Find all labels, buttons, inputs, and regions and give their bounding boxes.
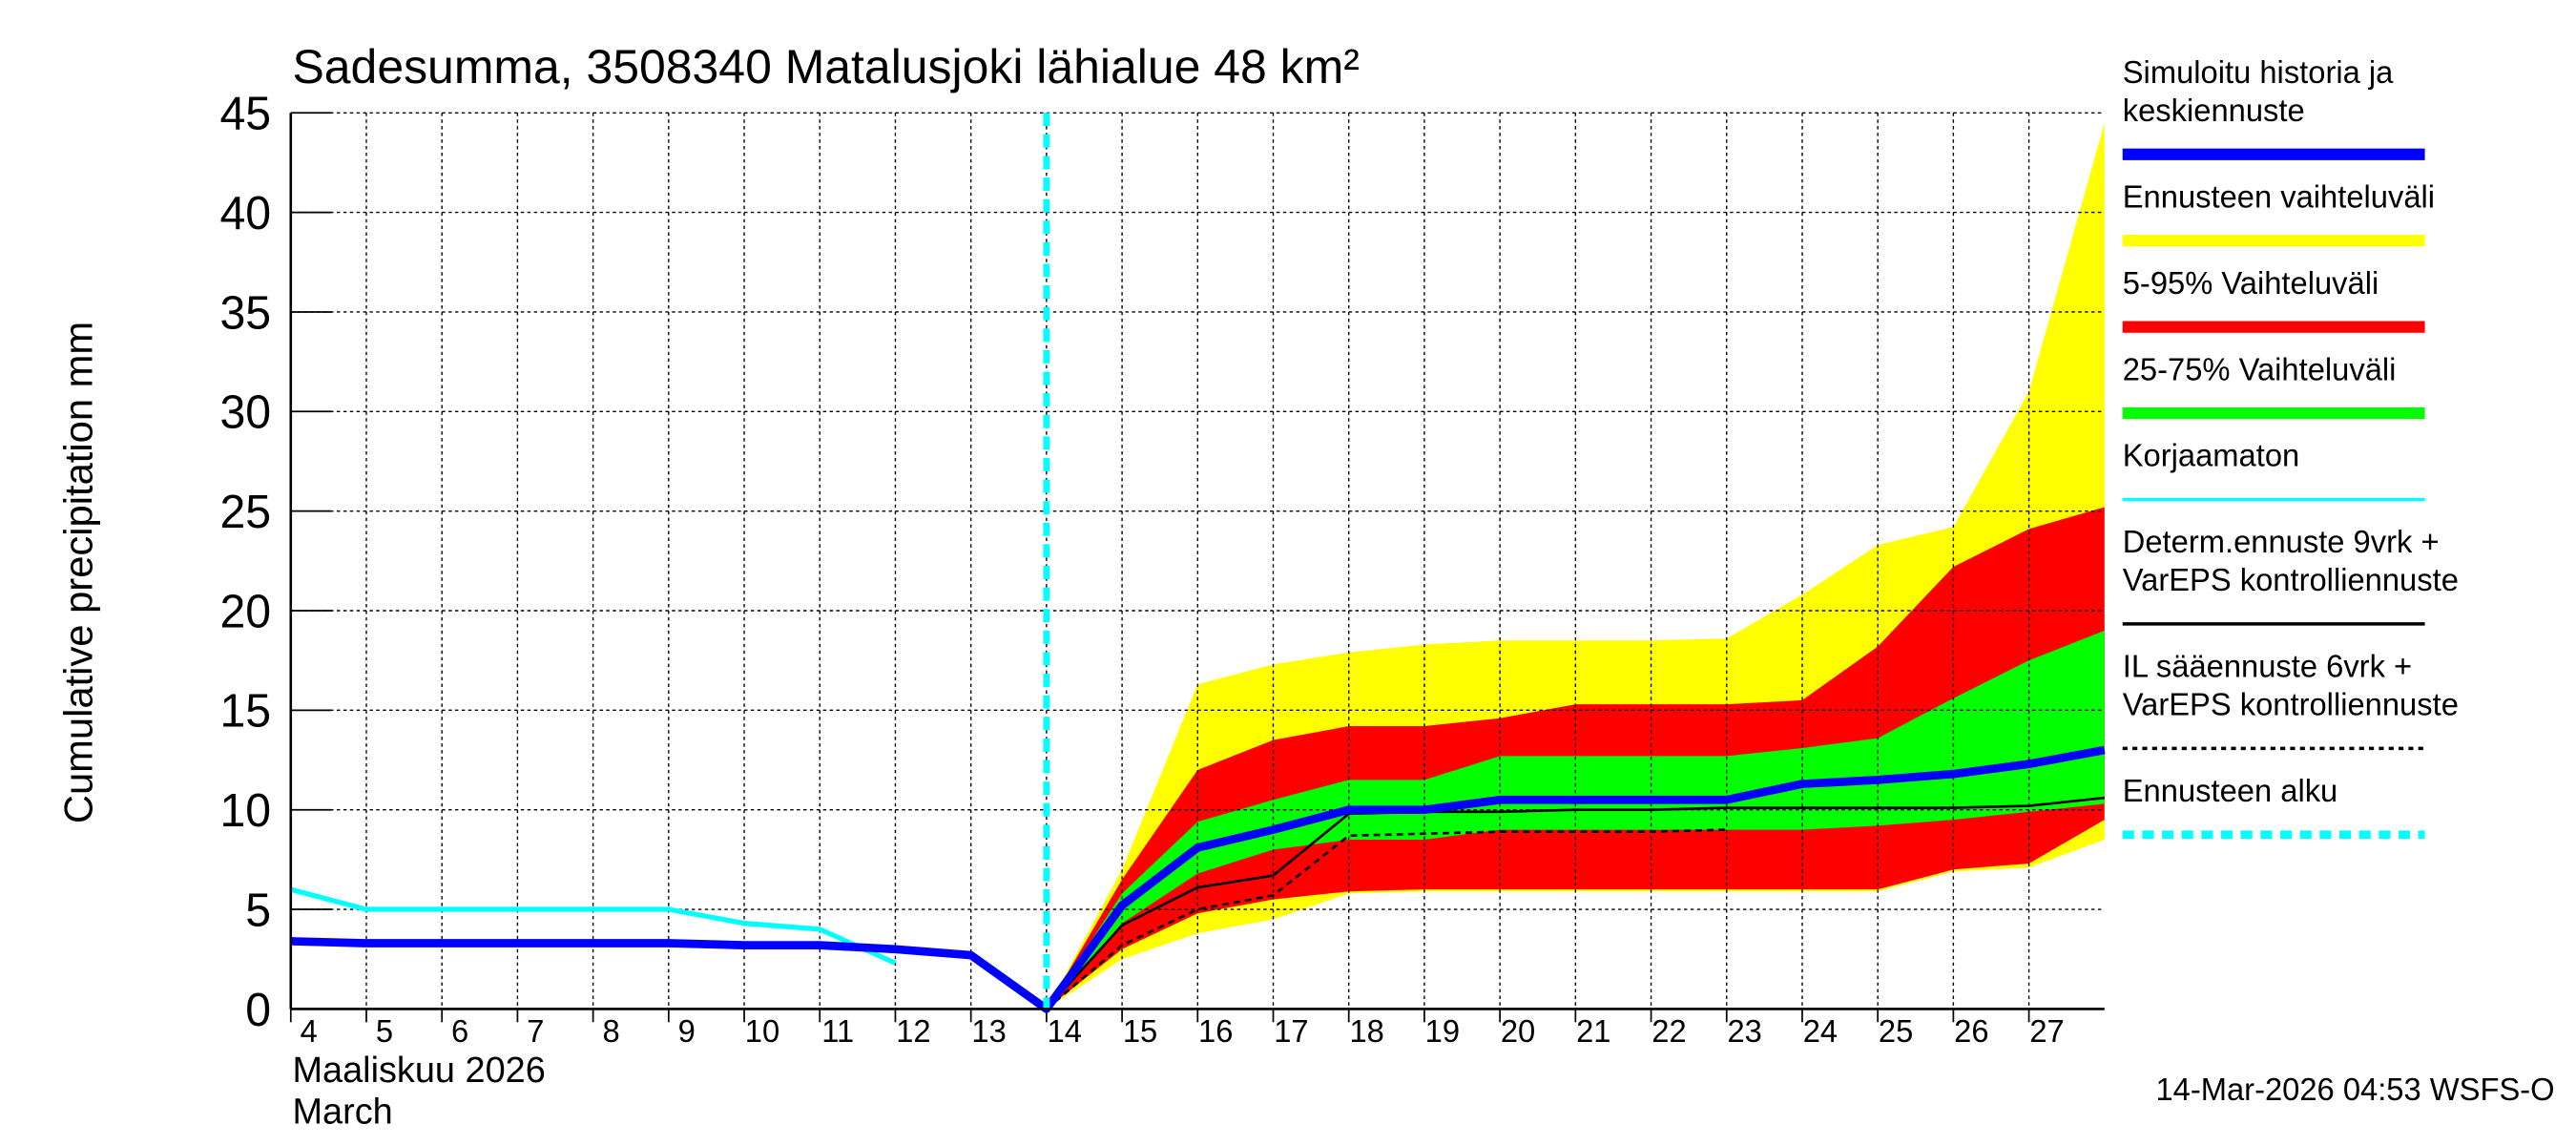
legend-label: VarEPS kontrolliennuste bbox=[2123, 686, 2459, 721]
x-tick-label: 20 bbox=[1501, 1013, 1535, 1049]
x-tick-label: 21 bbox=[1576, 1013, 1610, 1049]
legend-label: Ennusteen alku bbox=[2123, 773, 2338, 808]
series-line-0 bbox=[290, 745, 2106, 1013]
y-tick-label: 15 bbox=[219, 686, 271, 738]
x-tick-label: 9 bbox=[678, 1013, 696, 1049]
legend-item: Ennusteen vaihteluväli bbox=[2123, 178, 2435, 247]
y-tick-label: 25 bbox=[219, 487, 271, 538]
y-tick-label: 35 bbox=[219, 287, 271, 339]
legend-item: Ennusteen alku bbox=[2123, 773, 2425, 840]
legend-label: Ennusteen vaihteluväli bbox=[2123, 178, 2435, 214]
legend-label: 5-95% Vaihteluväli bbox=[2123, 265, 2379, 301]
legend-label: keskiennuste bbox=[2123, 93, 2305, 128]
x-tick-label: 4 bbox=[301, 1013, 318, 1049]
x-tick-label: 10 bbox=[745, 1013, 779, 1049]
x-tick-label: 24 bbox=[1803, 1013, 1838, 1049]
footer-timestamp: 14-Mar-2026 04:53 WSFS-O bbox=[2155, 1072, 2554, 1107]
legend-label: 25-75% Vaihteluväli bbox=[2123, 351, 2397, 386]
legend-item: IL sääennuste 6vrk +VarEPS kontrolliennu… bbox=[2123, 648, 2459, 751]
x-tick-label: 15 bbox=[1123, 1013, 1157, 1049]
series-line-2 bbox=[1045, 796, 2105, 1010]
x-tick-label: 27 bbox=[2029, 1013, 2064, 1049]
x-tick-label: 14 bbox=[1048, 1013, 1082, 1049]
series-line-3 bbox=[1046, 828, 1727, 1010]
legend-item: Korjaamaton bbox=[2123, 438, 2425, 502]
x-tick-label: 6 bbox=[451, 1013, 468, 1049]
x-tick-label: 19 bbox=[1425, 1013, 1460, 1049]
x-axis-month-fi: Maaliskuu 2026 bbox=[293, 1051, 546, 1091]
legend-item: 5-95% Vaihteluväli bbox=[2123, 265, 2425, 333]
legend-label: IL sääennuste 6vrk + bbox=[2123, 648, 2412, 683]
x-axis-month-en: March bbox=[293, 1092, 393, 1132]
legend-item: 25-75% Vaihteluväli bbox=[2123, 351, 2425, 420]
x-tick-label: 13 bbox=[971, 1013, 1006, 1049]
y-tick-label: 5 bbox=[245, 885, 271, 936]
series-line-1 bbox=[290, 886, 897, 966]
x-tick-label: 5 bbox=[376, 1013, 393, 1049]
y-tick-label: 20 bbox=[219, 586, 271, 637]
legend-label: VarEPS kontrolliennuste bbox=[2123, 562, 2459, 597]
y-tick-label: 40 bbox=[219, 188, 271, 239]
x-tick-label: 17 bbox=[1274, 1013, 1308, 1049]
chart-title: Sadesumma, 3508340 Matalusjoki lähialue … bbox=[293, 40, 1360, 94]
legend-label: Simuloitu historia ja bbox=[2123, 54, 2394, 90]
x-tick-label: 8 bbox=[602, 1013, 619, 1049]
y-tick-label: 10 bbox=[219, 785, 271, 837]
y-tick-label: 0 bbox=[245, 985, 271, 1036]
legend-label: Determ.ennuste 9vrk + bbox=[2123, 524, 2440, 559]
y-tick-label: 45 bbox=[219, 88, 271, 139]
legend-label: Korjaamaton bbox=[2123, 438, 2299, 473]
x-tick-label: 26 bbox=[1954, 1013, 1988, 1049]
band-2 bbox=[1046, 630, 2105, 1010]
x-tick-label: 12 bbox=[896, 1013, 930, 1049]
y-axis-label: Cumulative precipitation mm bbox=[56, 322, 101, 823]
x-tick-label: 22 bbox=[1652, 1013, 1686, 1049]
y-tick-label: 30 bbox=[219, 386, 271, 438]
x-tick-label: 23 bbox=[1728, 1013, 1762, 1049]
legend-item: Determ.ennuste 9vrk +VarEPS kontrollienn… bbox=[2123, 524, 2459, 626]
x-tick-label: 7 bbox=[527, 1013, 544, 1049]
x-tick-label: 18 bbox=[1349, 1013, 1383, 1049]
x-tick-label: 25 bbox=[1879, 1013, 1913, 1049]
x-tick-label: 16 bbox=[1198, 1013, 1233, 1049]
x-tick-label: 11 bbox=[821, 1013, 854, 1049]
